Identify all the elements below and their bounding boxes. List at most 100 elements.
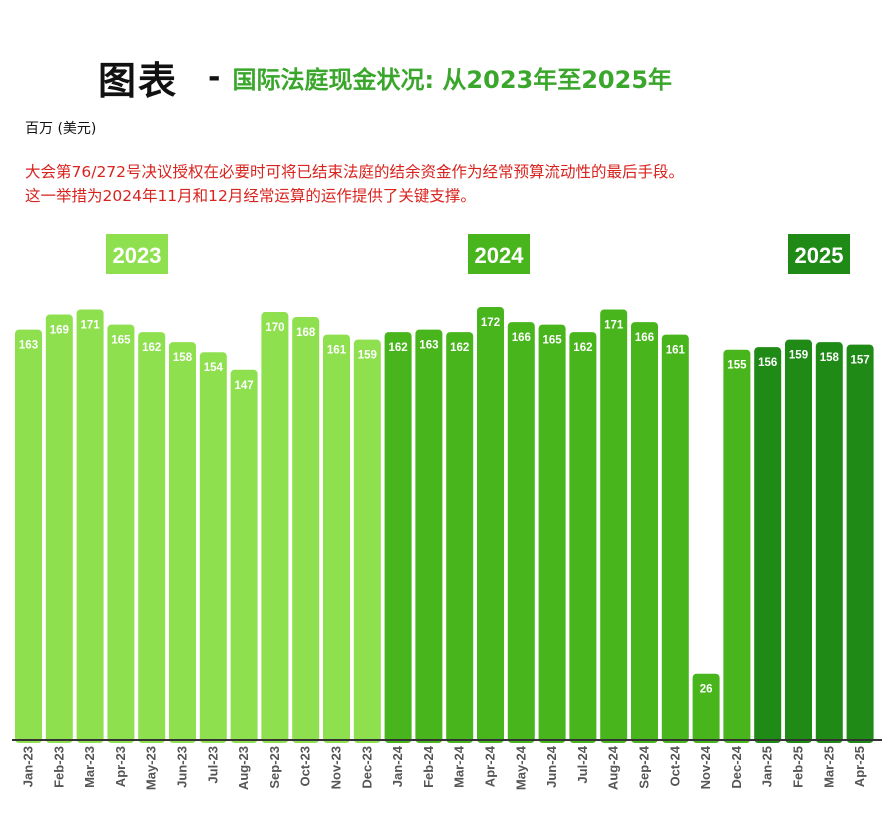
bar-mar-24 [446,332,474,743]
bar-oct-24 [661,334,689,743]
bar-value-mar-24: 162 [450,342,469,354]
bar-value-jan-23: 163 [19,340,38,352]
year-banner-2025 [788,234,850,274]
bar-feb-23 [45,314,73,743]
tick-label-mar-23: Mar-23 [82,746,97,788]
tick-label-nov-23: Nov-23 [329,746,344,789]
year-banner-2023 [106,234,168,274]
bar-value-jan-24: 162 [389,342,408,354]
bar-jun-23 [169,342,196,743]
bar-apr-24 [477,307,504,743]
tick-label-apr-23: Apr-23 [113,746,128,787]
tick-label-sep-23: Sep-23 [267,746,282,789]
tick-label-may-24: May-24 [513,745,528,790]
bar-value-jul-23: 154 [204,362,224,374]
x-tick-labels: Jan-23 Feb-23 Mar-23 Apr-23 May-23 Jun-23 Jul-… [21,745,868,790]
bar-value-jun-24: 165 [543,335,563,347]
bar-may-23 [138,332,166,743]
bar-jan-23 [15,329,42,743]
bar-value-oct-24: 161 [666,345,686,357]
bar-value-aug-23: 147 [235,380,254,392]
bar-value-jan-25: 156 [758,357,777,369]
tick-label-jun-23: Jun-23 [175,746,190,788]
bar-value-dec-23: 159 [358,350,377,362]
tick-label-feb-23: Feb-23 [51,746,66,788]
tick-label-jul-24: Jul-24 [575,745,590,783]
bar-value-mar-25: 158 [820,352,840,364]
bar-jan-24 [384,332,412,743]
bar-value-sep-23: 170 [265,322,284,334]
bar-mar-23 [76,309,104,743]
tick-label-dec-24: Dec-24 [729,745,744,788]
tick-label-jun-24: Jun-24 [544,745,559,788]
bar-value-jul-24: 162 [573,342,592,354]
tick-label-apr-25: Apr-25 [852,746,867,787]
tick-label-jan-23: Jan-23 [21,746,36,787]
bar-nov-23 [323,334,350,743]
bar-value-apr-25: 157 [851,355,870,367]
bar-apr-25 [846,344,874,743]
bar-value-nov-24: 26 [700,684,713,696]
bar-value-mar-23: 171 [81,320,101,332]
bar-may-24 [507,322,535,743]
bar-value-jun-23: 158 [173,352,193,364]
tick-label-feb-25: Feb-25 [791,746,806,788]
bar-sep-24 [631,322,658,743]
bar-dec-23 [353,339,381,743]
bar-oct-23 [292,317,320,743]
tick-label-jul-23: Jul-23 [205,746,220,784]
tick-label-aug-24: Aug-24 [606,745,621,790]
year-label-2023: 2023 [113,243,162,268]
bar-value-may-24: 166 [512,332,531,344]
year-banners: 2023 2024 2025 [106,234,850,274]
year-label-2025: 2025 [795,243,844,268]
tick-label-feb-24: Feb-24 [421,745,436,788]
bar-value-nov-23: 161 [327,345,347,357]
bar-value-sep-24: 166 [635,332,654,344]
bar-jun-24 [538,324,566,743]
year-label-2024: 2024 [475,243,525,268]
tick-label-mar-25: Mar-25 [821,746,836,788]
tick-label-oct-24: Oct-24 [667,745,682,786]
bar-dec-24 [723,349,751,743]
tick-label-sep-24: Sep-24 [637,745,652,788]
bar-aug-23 [230,369,258,743]
bar-jul-23 [199,352,227,743]
bar-sep-23 [261,312,289,743]
tick-label-nov-24: Nov-24 [698,745,713,789]
bar-value-oct-23: 168 [296,327,316,339]
tick-label-jan-25: Jan-25 [760,746,775,787]
tick-label-aug-23: Aug-23 [236,746,251,790]
tick-label-oct-23: Oct-23 [298,746,313,786]
tick-label-mar-24: Mar-24 [452,745,467,788]
tick-label-apr-24: Apr-24 [483,745,498,787]
year-banner-2024 [468,234,530,274]
note-line-1: 大会第76/272号决议授权在必要时可将已结束法庭的结余资金作为经常预算流动性的… [25,163,685,181]
bar-jan-25 [754,347,782,743]
bar-value-dec-24: 155 [727,360,747,372]
note-text: 大会第76/272号决议授权在必要时可将已结束法庭的结余资金作为经常预算流动性的… [25,160,870,208]
tick-label-jan-24: Jan-24 [390,745,405,787]
title-dash: - [208,59,221,95]
tick-label-dec-23: Dec-23 [359,746,374,789]
bar-value-apr-23: 165 [111,335,131,347]
bar-value-feb-24: 163 [419,340,438,352]
bar-feb-24 [415,329,443,743]
title-row: 图表 - 国际法庭现金状况: 从2023年至2025年 [98,52,673,103]
chart-subtitle: 国际法庭现金状况: 从2023年至2025年 [232,65,673,94]
bars-group: 163 169 171 165 162 158 154 147 170 168 161 159 162 1… [15,307,874,743]
bar-value-aug-24: 171 [604,320,624,332]
bar-value-feb-23: 169 [50,325,69,337]
bar-value-apr-24: 172 [481,317,500,329]
note-line-2: 这一举措为2024年11月和12月经常运算的运作提供了关键支撑。 [25,187,476,205]
bar-feb-25 [785,339,812,743]
chart-title: 图表 [98,58,179,103]
bar-value-feb-25: 159 [789,350,808,362]
unit-label: 百万 (美元) [25,121,97,137]
bar-apr-23 [107,324,135,743]
bar-value-may-23: 162 [142,342,161,354]
bar-aug-24 [600,309,628,743]
tick-label-may-23: May-23 [144,746,159,790]
bar-mar-25 [815,342,843,743]
